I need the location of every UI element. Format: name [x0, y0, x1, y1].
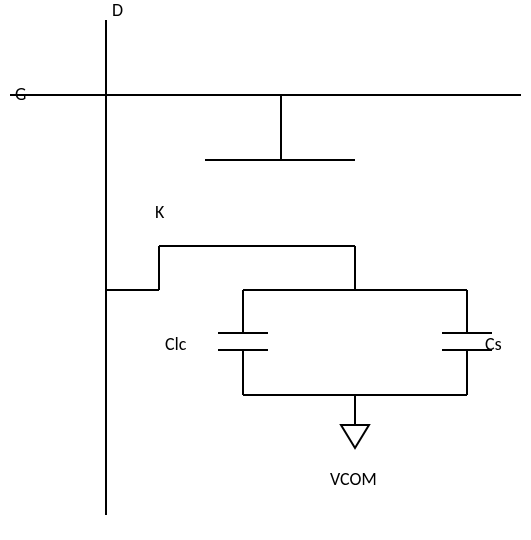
- transistor-label: K: [155, 201, 165, 223]
- data-line-label: D: [112, 0, 123, 21]
- cs-label: Cs: [485, 333, 502, 355]
- gate-line-label: G: [15, 83, 26, 105]
- vcom-triangle-icon: [341, 425, 369, 448]
- clc-label: Clc: [165, 333, 187, 355]
- vcom-label: VCOM: [330, 468, 377, 490]
